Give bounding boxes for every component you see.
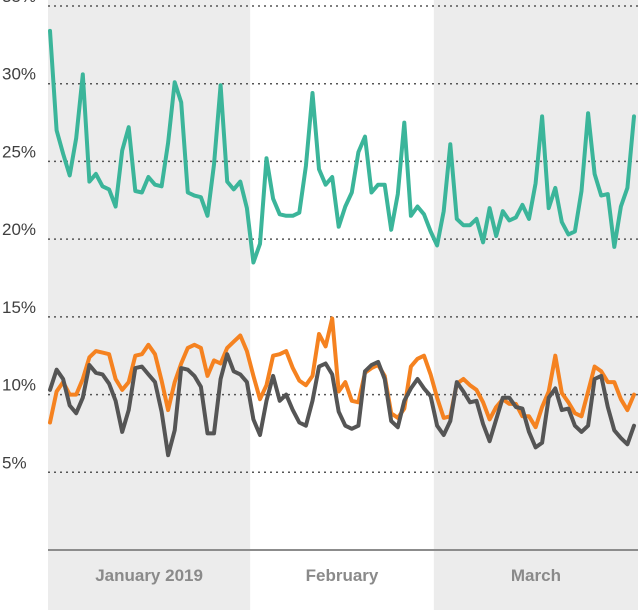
y-tick-label: 35% [2,0,36,6]
series-line-2 [48,316,636,430]
month-labels: January 2019 February March [95,566,561,585]
y-tick-label: 20% [2,220,36,239]
month-band-3 [433,0,638,610]
gridlines [48,5,638,474]
y-tick-label: 15% [2,298,36,317]
y-tick-label: 25% [2,142,36,161]
y-tick-labels: 5% 10% 15% 20% 25% 30% 35% [2,0,36,472]
month-label: March [511,566,561,585]
series-line-3 [48,352,636,458]
series-lines [48,28,636,458]
y-tick-label: 10% [2,376,36,395]
series-line-1 [48,28,636,265]
month-label: February [306,566,379,585]
y-tick-label: 30% [2,65,36,84]
month-bands [48,0,638,610]
month-label: January 2019 [95,566,203,585]
y-tick-label: 5% [2,453,27,472]
